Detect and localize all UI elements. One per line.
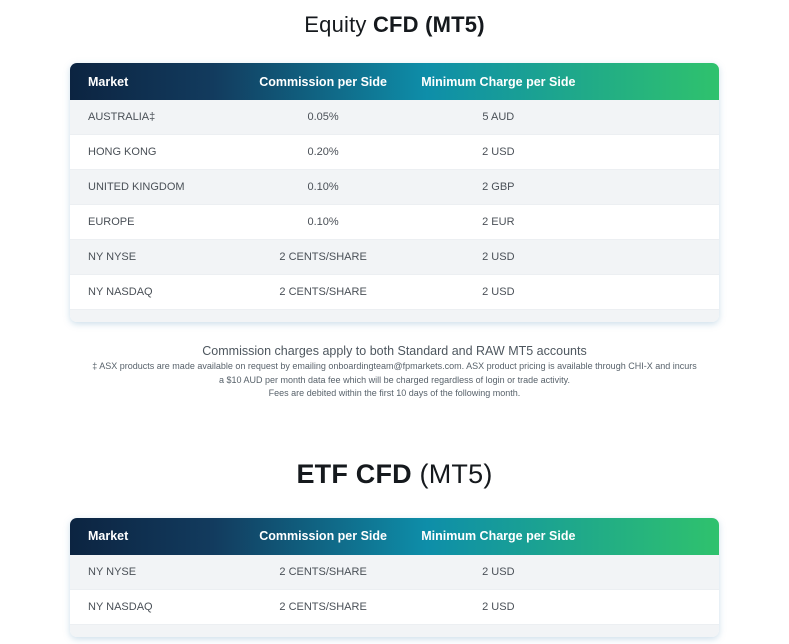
table-row: NY NYSE 2 CENTS/SHARE 2 USD bbox=[70, 240, 719, 275]
column-header-min-charge: Minimum Charge per Side bbox=[421, 529, 576, 543]
footnote-main-text: Commission charges apply to both Standar… bbox=[202, 344, 587, 358]
min-charge-cell: 2 GBP bbox=[482, 181, 515, 193]
title-bold-part: ETF CFD bbox=[296, 458, 412, 489]
market-cell: NY NASDAQ bbox=[88, 286, 153, 298]
table-row: EUROPE 0.10% 2 EUR bbox=[70, 205, 719, 240]
footnotes-block: Commission charges apply to both Standar… bbox=[0, 343, 789, 400]
market-cell: NY NASDAQ bbox=[88, 600, 153, 613]
etf-cfd-table: Market Commission per Side Minimum Charg… bbox=[70, 517, 719, 637]
commission-cell: 2 CENTS/SHARE bbox=[279, 286, 367, 298]
table-row: HONG KONG 0.20% 2 USD bbox=[70, 135, 719, 170]
column-header-min-charge: Minimum Charge per Side bbox=[421, 74, 576, 89]
table-header-row: Market Commission per Side Minimum Charg… bbox=[70, 63, 719, 100]
table-row: NY NASDAQ 2 CENTS/SHARE 2 USD bbox=[70, 275, 719, 310]
commission-cell: 0.20% bbox=[307, 146, 339, 158]
market-cell: NY NYSE bbox=[88, 251, 137, 263]
market-cell: HONG KONG bbox=[88, 146, 157, 158]
market-cell: AUSTRALIA‡ bbox=[88, 111, 156, 123]
title-regular-part: Equity bbox=[304, 12, 367, 37]
equity-cfd-title: Equity CFD (MT5) bbox=[0, 11, 789, 39]
column-header-commission: Commission per Side bbox=[259, 529, 387, 543]
commission-cell: 0.10% bbox=[307, 181, 339, 193]
table-footer-strip bbox=[70, 624, 719, 637]
table-footer-strip bbox=[70, 310, 719, 322]
commission-cell: 2 CENTS/SHARE bbox=[279, 600, 367, 613]
table-row: UNITED KINGDOM 0.10% 2 GBP bbox=[70, 170, 719, 205]
min-charge-cell: 2 USD bbox=[482, 146, 515, 158]
min-charge-cell: 2 USD bbox=[482, 565, 515, 578]
table-body: AUSTRALIA‡ 0.05% 5 AUD HONG KONG 0.20% 2 USD U… bbox=[70, 100, 719, 310]
table-body: NY NYSE 2 CENTS/SHARE 2 USD NY NASDAQ 2 CENT… bbox=[70, 554, 719, 625]
column-header-market: Market bbox=[88, 529, 129, 543]
footnote-asx-line2: a $10 AUD per month data fee which will … bbox=[218, 374, 571, 385]
title-regular-part: (MT5) bbox=[419, 458, 493, 489]
table-row: AUSTRALIA‡ 0.05% 5 AUD bbox=[70, 100, 719, 135]
market-cell: NY NYSE bbox=[88, 565, 137, 578]
commission-cell: 0.10% bbox=[307, 216, 339, 228]
min-charge-cell: 2 USD bbox=[482, 600, 515, 613]
min-charge-cell: 2 USD bbox=[482, 286, 515, 298]
column-header-market: Market bbox=[88, 74, 129, 89]
column-header-commission: Commission per Side bbox=[259, 74, 387, 89]
footnote-fees-line: Fees are debited within the first 10 day… bbox=[268, 388, 521, 398]
footnote-asx-line1: ‡ ASX products are made available on req… bbox=[92, 361, 697, 371]
table-header-row: Market Commission per Side Minimum Charg… bbox=[70, 517, 719, 555]
table-row: NY NASDAQ 2 CENTS/SHARE 2 USD bbox=[70, 589, 719, 625]
table-row: NY NYSE 2 CENTS/SHARE 2 USD bbox=[70, 554, 719, 590]
commission-cell: 0.05% bbox=[307, 111, 339, 123]
market-cell: UNITED KINGDOM bbox=[88, 181, 185, 193]
market-cell: EUROPE bbox=[88, 216, 135, 228]
commission-cell: 2 CENTS/SHARE bbox=[279, 251, 367, 263]
etf-cfd-title: ETF CFD (MT5) bbox=[0, 457, 789, 491]
equity-cfd-table: Market Commission per Side Minimum Charg… bbox=[70, 63, 719, 322]
min-charge-cell: 5 AUD bbox=[482, 111, 515, 123]
min-charge-cell: 2 EUR bbox=[482, 216, 515, 228]
min-charge-cell: 2 USD bbox=[482, 251, 515, 263]
commission-cell: 2 CENTS/SHARE bbox=[279, 565, 367, 578]
title-bold-part: CFD (MT5) bbox=[372, 12, 485, 37]
